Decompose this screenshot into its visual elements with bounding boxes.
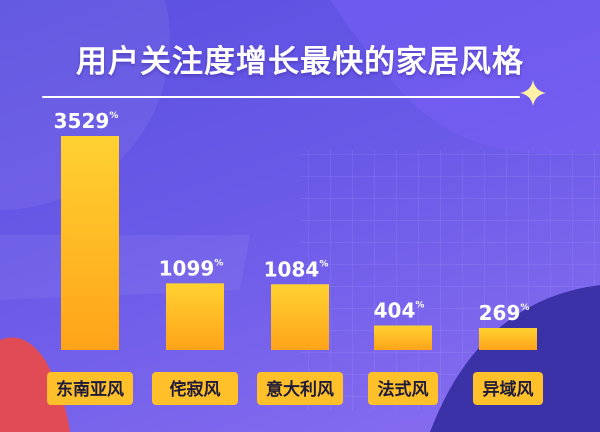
value-label-3: 1084% — [264, 257, 329, 281]
category-label-5: 异域风 — [483, 379, 534, 400]
category-label-2: 侘寂风 — [170, 379, 221, 400]
title-underline — [42, 96, 520, 98]
value-unit: % — [319, 259, 328, 269]
value-label-1: 3529% — [54, 109, 119, 133]
value-label-2: 1099% — [159, 256, 224, 280]
category-label-bg-1 — [47, 372, 133, 405]
sparkle-icon — [520, 80, 546, 106]
bar-4 — [374, 325, 432, 350]
category-label-bg-3 — [257, 372, 343, 405]
bg-arc-bottom-left — [0, 337, 70, 432]
bar-2 — [166, 283, 224, 350]
value-unit: % — [520, 303, 529, 313]
category-label-bg-4 — [368, 372, 438, 405]
category-label-4: 法式风 — [378, 379, 429, 400]
category-label-1: 东南亚风 — [56, 379, 124, 400]
bar-5 — [479, 328, 537, 350]
bg-wave-bottom-right — [430, 285, 600, 432]
value-unit: % — [109, 111, 118, 121]
category-label-bg-5 — [473, 372, 543, 405]
bar-3 — [271, 284, 329, 350]
bg-circle-top-left — [0, 0, 170, 210]
value-unit: % — [415, 301, 424, 311]
bar-1 — [61, 136, 119, 350]
category-label-bg-2 — [152, 372, 238, 405]
bg-blob-top-right — [330, 0, 600, 154]
chart-title: 用户关注度增长最快的家居风格 — [76, 44, 524, 80]
value-unit: % — [214, 258, 223, 268]
category-label-3: 意大利风 — [266, 379, 334, 400]
